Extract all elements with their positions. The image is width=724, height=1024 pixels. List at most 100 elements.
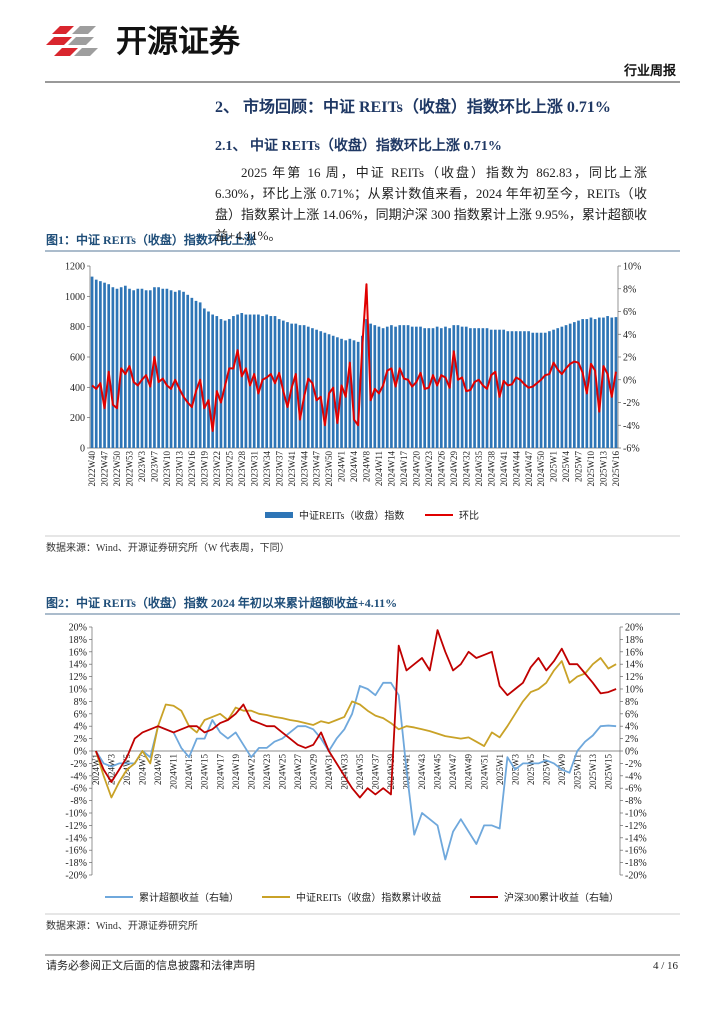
figure-source: 数据来源：Wind、开源证券研究所（W 代表周，下同） — [46, 541, 290, 554]
x-tick-label: 2022W53 — [125, 451, 135, 487]
bar — [498, 329, 501, 448]
bar — [573, 322, 576, 448]
x-tick-label: 2024W25 — [277, 754, 287, 790]
bar — [286, 322, 289, 448]
figure-source: 数据来源：Wind、开源证券研究所 — [46, 919, 198, 932]
bar — [564, 325, 568, 448]
y2-tick-label: 6% — [625, 709, 638, 720]
bar — [535, 332, 539, 448]
bar — [523, 331, 526, 448]
y2-tick-label: -10% — [625, 809, 647, 820]
bar — [252, 314, 256, 448]
x-tick-label: 2024W23 — [262, 754, 272, 790]
x-tick-label: 2023W47 — [312, 451, 322, 487]
bar — [352, 340, 356, 448]
x-tick-label: 2023W25 — [224, 451, 234, 487]
bar — [381, 328, 385, 448]
y-tick-label: -4% — [70, 771, 87, 782]
x-tick-label: 2024W35 — [474, 451, 484, 487]
bar — [336, 337, 339, 448]
bar — [182, 291, 185, 448]
x-tick-label: 2024W29 — [308, 754, 318, 790]
y2-tick-label: 6% — [623, 307, 636, 318]
bar — [136, 288, 140, 448]
bar — [402, 325, 406, 448]
bar — [90, 276, 94, 448]
legend-swatch — [265, 512, 293, 518]
bar — [257, 314, 260, 448]
x-tick-label: 2024W1 — [337, 451, 347, 482]
x-tick-label: 2023W22 — [212, 451, 222, 487]
y2-tick-label: 20% — [625, 623, 643, 634]
y2-tick-label: 0% — [623, 375, 636, 386]
bar — [178, 290, 181, 448]
y-tick-label: -8% — [70, 796, 87, 807]
x-tick-label: 2024W14 — [387, 451, 397, 487]
bar — [186, 294, 190, 448]
bar — [589, 317, 593, 448]
bar — [294, 323, 298, 448]
legend-label: 中证REITs（收盘）指数累计收益 — [296, 891, 441, 904]
x-tick-label: 2024W11 — [374, 451, 384, 486]
x-tick-label: 2024W31 — [324, 754, 334, 790]
bar — [377, 326, 381, 448]
x-tick-label: 2024W11 — [169, 754, 179, 789]
bar — [124, 285, 127, 448]
bar — [552, 329, 555, 448]
x-tick-label: 2024W26 — [436, 451, 446, 487]
logo-text: 开源证券 — [116, 24, 241, 59]
bar — [481, 328, 485, 448]
x-tick-label: 2024W29 — [449, 451, 459, 487]
bar — [373, 325, 377, 448]
y-tick-label: 2% — [74, 734, 87, 745]
y2-tick-label: 4% — [623, 330, 636, 341]
x-tick-label: 2023W50 — [324, 451, 334, 487]
y2-tick-label: 8% — [625, 697, 638, 708]
x-tick-label: 2024W51 — [479, 754, 489, 790]
bar — [610, 317, 614, 448]
y-tick-label: -20% — [65, 871, 87, 882]
x-tick-label: 2025W13 — [599, 451, 609, 487]
bar — [444, 326, 447, 448]
bar — [302, 325, 306, 448]
bar — [244, 314, 248, 448]
line-series — [95, 657, 617, 799]
bar — [398, 325, 402, 448]
report-type: 行业周报 — [623, 63, 677, 78]
x-tick-label: 2023W34 — [262, 451, 272, 487]
x-tick-label: 2024W20 — [412, 451, 422, 487]
y2-tick-label: 10% — [625, 685, 643, 696]
bar — [360, 335, 364, 448]
y2-tick-label: -14% — [625, 833, 647, 844]
bar — [115, 288, 119, 448]
bar — [419, 326, 422, 448]
y2-tick-label: 0% — [625, 747, 638, 758]
x-tick-label: 2025W11 — [572, 754, 582, 789]
x-tick-label: 2024W21 — [246, 754, 256, 790]
y2-tick-label: -12% — [625, 821, 647, 832]
bar — [132, 290, 135, 448]
bar — [543, 332, 547, 448]
bar — [585, 319, 589, 448]
bar — [298, 325, 302, 448]
y2-tick-label: 14% — [625, 660, 643, 671]
bar — [269, 316, 273, 448]
y2-tick-label: 8% — [623, 284, 636, 295]
bar — [227, 319, 231, 448]
x-tick-label: 2023W3 — [137, 451, 147, 482]
y2-tick-label: -4% — [625, 771, 642, 782]
y2-tick-label: -8% — [625, 796, 642, 807]
bar — [406, 325, 410, 448]
x-tick-label: 2024W44 — [511, 451, 521, 487]
bar — [435, 326, 439, 448]
bar — [494, 329, 497, 448]
bar — [518, 331, 522, 448]
bar — [581, 319, 584, 448]
bar — [190, 297, 194, 448]
x-tick-label: 2024W47 — [524, 451, 534, 487]
bar — [207, 311, 210, 448]
x-tick-label: 2024W23 — [424, 451, 434, 487]
bar — [506, 331, 510, 448]
